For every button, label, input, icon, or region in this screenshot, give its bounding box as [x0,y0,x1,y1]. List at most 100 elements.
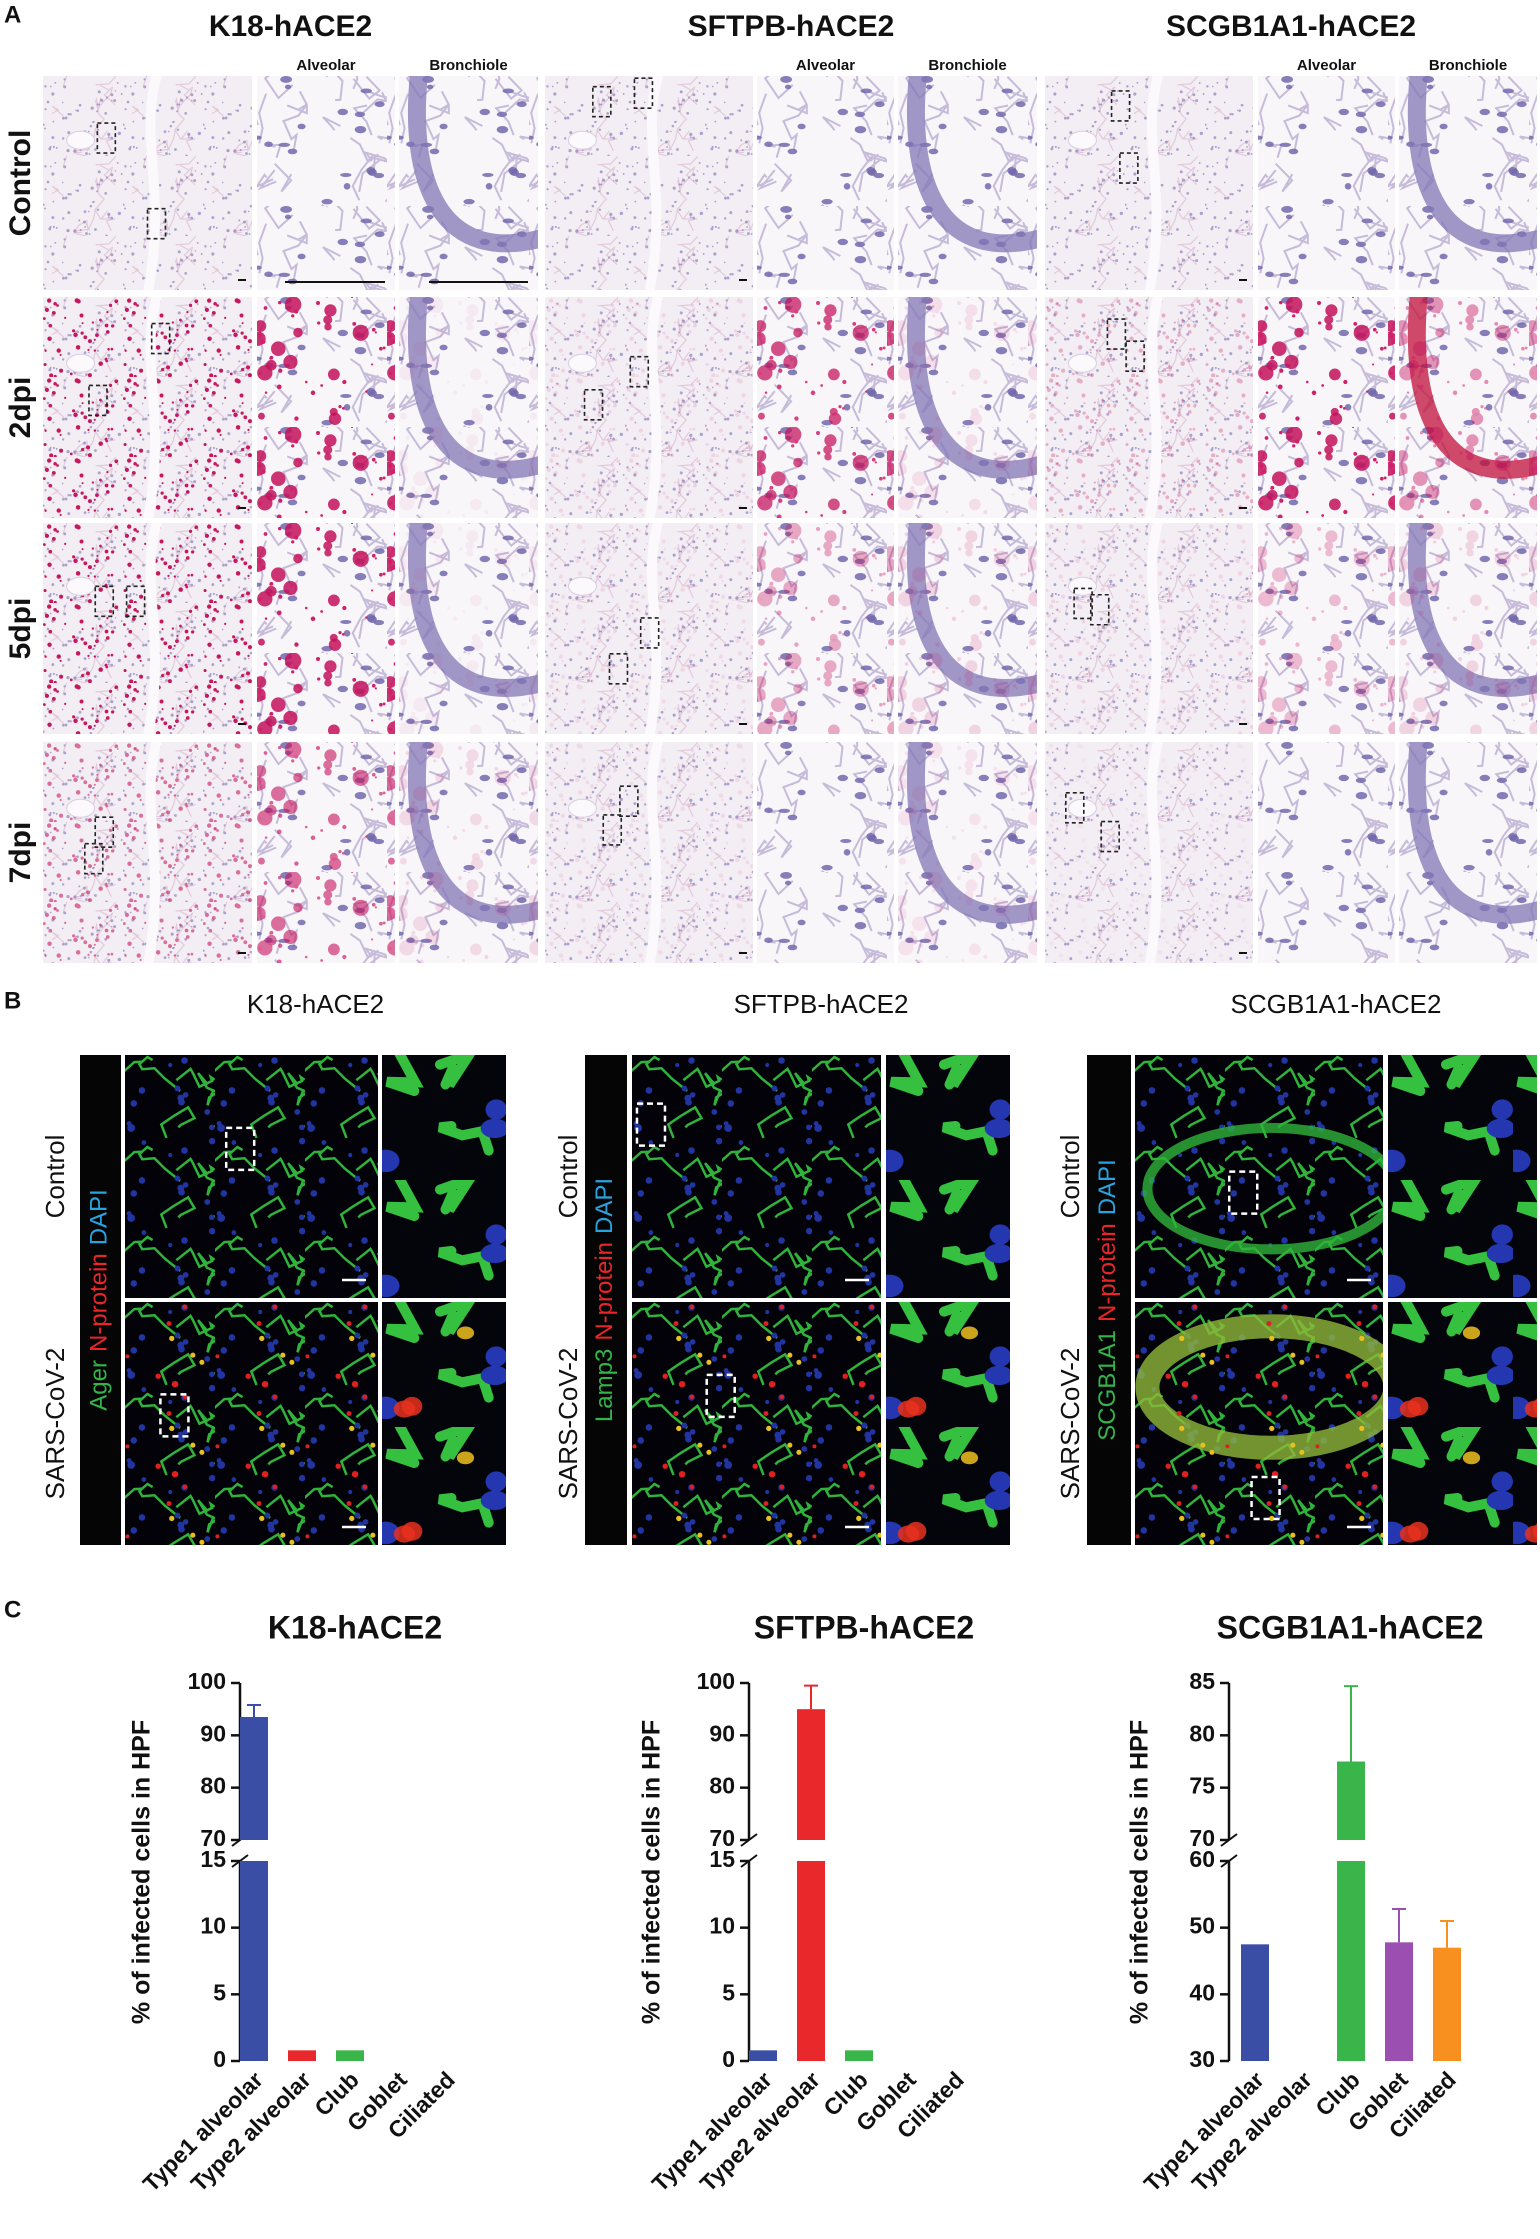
y-tick-label: 60 [1189,1846,1215,1872]
micrograph [898,523,1037,734]
micrograph [757,742,894,963]
panel-label: A [4,1,21,28]
y-tick-label: 70 [1189,1825,1215,1851]
fluorescence [125,1055,378,1298]
inset-box [705,1373,736,1419]
micrograph [1399,76,1537,290]
column-header: K18-hACE2 [247,989,384,1019]
inset-box [583,389,604,421]
panel-label: C [4,1596,21,1623]
tissue [757,742,894,963]
stain-name: SCGB1A1 [1094,1330,1121,1441]
y-tick-label: 90 [200,1720,226,1746]
bar [797,1861,825,2061]
micrograph [1135,1302,1383,1545]
inset-box [96,122,117,154]
column-subheader: Bronchiole [928,57,1006,74]
micrograph [125,1055,378,1298]
inset-box [633,77,654,109]
stain [898,742,1037,963]
tissue [757,76,894,290]
airway [1067,798,1097,818]
fluorescence-signal [1388,1302,1537,1545]
inset-box [635,1102,667,1147]
stain [1258,297,1395,518]
y-tick-label: 50 [1189,1913,1215,1939]
bars [1241,1685,1461,2061]
micrograph [1399,523,1537,734]
chart-title: K18-hACE2 [268,1609,442,1645]
micrograph [1258,76,1395,290]
stain [399,297,538,518]
airway [567,576,597,596]
stain [257,742,395,963]
y-tick-label: 80 [1189,1720,1215,1746]
micrograph [257,76,395,290]
row-label: 5dpi [4,598,37,660]
tissue [257,76,395,290]
inset-box [639,617,660,649]
epithelium [1407,742,1537,924]
y-tick-label: 85 [1189,1668,1215,1694]
micrograph [1045,742,1253,963]
y-tick-label: 75 [1189,1773,1215,1799]
micrograph [632,1302,881,1545]
stain [1399,523,1537,734]
micrograph [632,1055,881,1298]
stain [399,742,538,963]
stain [1399,297,1537,518]
label-strip [80,1055,121,1545]
fluorescence [1135,1055,1383,1298]
y-tick-label: 0 [213,2046,226,2072]
row-label: Control [1055,1135,1085,1219]
row-label: Control [553,1135,583,1219]
airway [143,742,162,963]
column-header: SFTPB-hACE2 [688,10,895,43]
micrograph [399,76,538,290]
bar [845,2050,873,2061]
micrograph [757,523,894,734]
tissue [1258,76,1395,290]
stain [257,297,395,518]
inset-box [619,785,639,818]
micrograph [399,297,538,518]
bar [288,2050,316,2061]
y-axis-label: % of infected cells in HPF [638,1720,666,2024]
fluorescence-signal [886,1302,1010,1545]
y-tick-label: 15 [200,1846,226,1872]
micrograph [43,76,252,290]
fluorescence [382,1055,506,1298]
y-tick-label: 100 [188,1668,226,1694]
micrograph [886,1055,1010,1298]
y-tick-label: 10 [709,1913,735,1939]
y-tick-label: 100 [697,1668,735,1694]
inset-box [146,207,167,240]
y-axis-label: % of infected cells in HPF [128,1720,156,2024]
bar [240,1717,268,1840]
airway [1144,297,1164,518]
airway [644,76,664,290]
stain-name: DAPI [1094,1159,1121,1215]
micrograph [898,76,1037,290]
airway [143,523,162,734]
column-subheader: Alveolar [796,57,855,74]
airway [1144,523,1164,734]
stain-name: Ager [86,1360,113,1411]
bar [1241,1944,1269,2061]
inset-box [1073,587,1093,620]
fluorescence-signal [1135,1302,1383,1545]
micrograph [125,1302,378,1545]
y-tick-label: 90 [709,1720,735,1746]
airway [1144,742,1164,963]
inset-box [94,816,115,848]
stain-name: DAPI [591,1178,618,1234]
micrograph [1258,297,1395,518]
y-tick-label: 80 [200,1773,226,1799]
micrograph [1045,297,1253,518]
stain [898,523,1037,734]
bars [240,1703,364,2061]
micrograph [545,297,753,518]
stain-name: N-protein [86,1253,113,1352]
micrograph [545,523,753,734]
